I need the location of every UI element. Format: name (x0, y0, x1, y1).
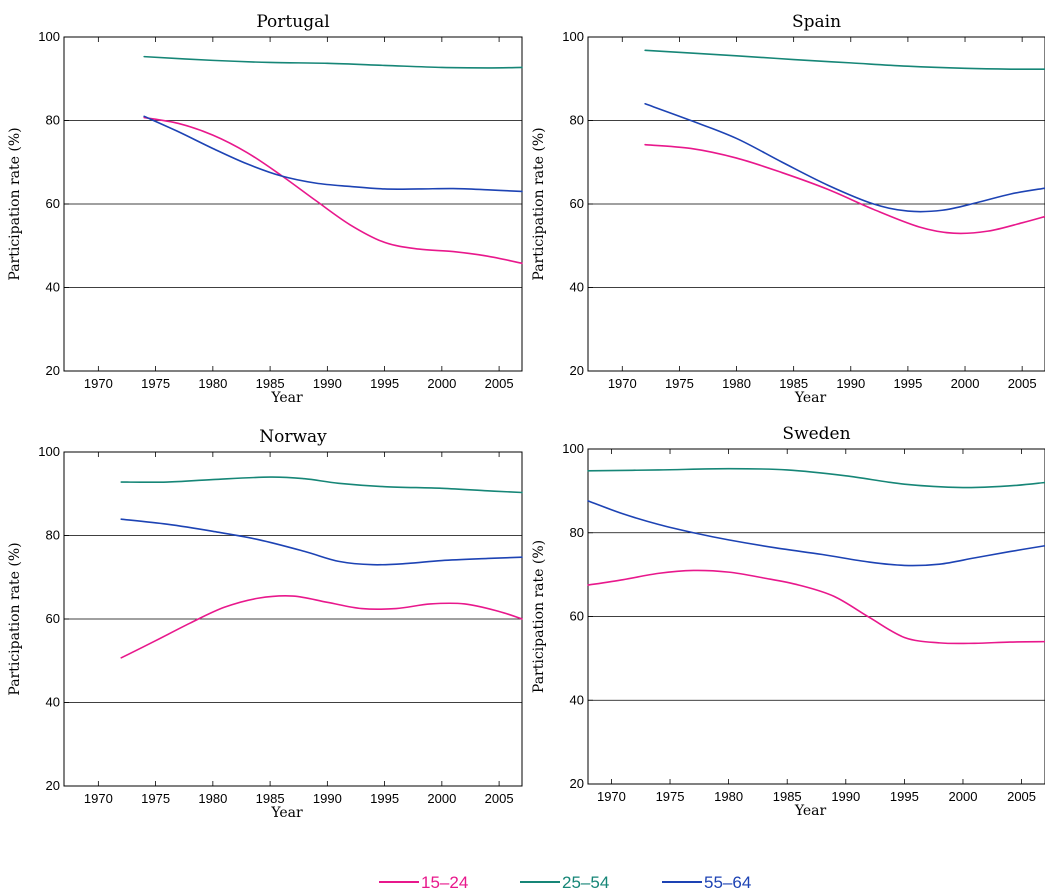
y-tick-label: 80 (570, 525, 584, 540)
x-tick-label: 1995 (370, 791, 399, 806)
x-tick-label: 1985 (256, 376, 285, 391)
y-tick-label: 80 (46, 113, 60, 128)
x-axis-label: Year (794, 803, 827, 819)
series-line-25-54 (120, 476, 523, 494)
x-tick-label: 1975 (665, 376, 694, 391)
y-tick-label: 20 (46, 778, 60, 793)
series-line-25-54 (143, 55, 523, 69)
x-tick-label: 1980 (714, 789, 743, 804)
x-axis-label: Year (270, 805, 303, 821)
series-line-15-24 (644, 143, 1045, 235)
legend: 15–24 25–54 55–64 (379, 873, 751, 892)
y-tick-label: 40 (46, 280, 60, 295)
series-line-15-24 (587, 569, 1045, 645)
x-tick-label: 1990 (836, 376, 865, 391)
y-tick-label: 60 (46, 196, 60, 211)
x-tick-label: 1995 (890, 789, 919, 804)
panel-title: Portugal (256, 12, 329, 32)
y-tick-label: 80 (570, 113, 584, 128)
panel-sweden: Sweden 20 40 60 80 100 1970 1975 1980 1985 1990 199… (531, 424, 1045, 819)
panels: Portugal 20 40 60 80 100 1970 1975 1980 1985 1990 1… (7, 12, 1045, 821)
series-line-55-64 (143, 115, 523, 193)
x-tick-label: 2005 (1008, 376, 1037, 391)
y-tick-label: 60 (46, 611, 60, 626)
series-line-15-24 (120, 595, 523, 659)
y-tick-label: 40 (570, 692, 584, 707)
y-tick-label: 40 (570, 280, 584, 295)
x-tick-label: 1995 (370, 376, 399, 391)
x-axis-label: Year (794, 390, 827, 406)
x-tick-label: 1970 (84, 376, 113, 391)
x-tick-label: 1990 (313, 791, 342, 806)
legend-label-55-64: 55–64 (704, 873, 751, 892)
x-tick-label: 1985 (256, 791, 285, 806)
y-tick-label: 60 (570, 196, 584, 211)
panel-spain: Spain 20 40 60 80 100 1970 1975 1980 1985 1990 1995… (531, 12, 1045, 406)
x-tick-label: 1990 (831, 789, 860, 804)
y-tick-label: 80 (46, 528, 60, 543)
series-line-55-64 (587, 500, 1045, 567)
x-tick-label: 2005 (485, 376, 514, 391)
x-tick-label: 2000 (951, 376, 980, 391)
x-tick-label: 1985 (773, 789, 802, 804)
x-tick-label: 2000 (427, 791, 456, 806)
series-line-25-54 (587, 467, 1045, 489)
x-tick-label: 2005 (1007, 789, 1036, 804)
panel-norway: Norway 20 40 60 80 100 1970 1975 1980 1985 1990 199… (7, 427, 523, 821)
series-line-55-64 (644, 103, 1045, 213)
legend-label-25-54: 25–54 (562, 873, 609, 892)
y-axis-label: Participation rate (%) (531, 540, 547, 693)
panel-portugal: Portugal 20 40 60 80 100 1970 1975 1980 1985 1990 1… (7, 12, 523, 406)
y-tick-label: 20 (570, 363, 584, 378)
y-tick-label: 60 (570, 609, 584, 624)
x-axis-label: Year (270, 390, 303, 406)
x-tick-label: 1970 (597, 789, 626, 804)
panel-title: Sweden (782, 424, 850, 444)
y-axis-label: Participation rate (%) (7, 542, 23, 695)
x-tick-label: 1970 (608, 376, 637, 391)
y-tick-label: 20 (570, 776, 584, 791)
legend-label-15-24: 15–24 (421, 873, 468, 892)
x-tick-label: 2000 (949, 789, 978, 804)
x-tick-label: 1980 (198, 376, 227, 391)
y-tick-label: 100 (562, 441, 584, 456)
x-tick-label: 1975 (656, 789, 685, 804)
x-tick-label: 1985 (779, 376, 808, 391)
x-tick-label: 1975 (141, 791, 170, 806)
y-tick-label: 40 (46, 695, 60, 710)
y-axis-label: Participation rate (%) (7, 127, 23, 280)
y-tick-label: 100 (562, 29, 584, 44)
x-tick-label: 2005 (485, 791, 514, 806)
series-line-55-64 (120, 518, 523, 566)
x-tick-label: 1970 (84, 791, 113, 806)
x-tick-label: 1995 (893, 376, 922, 391)
x-tick-label: 1980 (722, 376, 751, 391)
y-tick-label: 20 (46, 363, 60, 378)
y-tick-label: 100 (38, 444, 60, 459)
series-line-15-24 (143, 116, 523, 265)
panel-title: Norway (259, 427, 327, 447)
y-axis-label: Participation rate (%) (531, 127, 547, 280)
series-line-25-54 (644, 49, 1045, 71)
x-tick-label: 1975 (141, 376, 170, 391)
panel-title: Spain (792, 12, 841, 32)
x-tick-label: 2000 (427, 376, 456, 391)
y-tick-label: 100 (38, 29, 60, 44)
x-tick-label: 1990 (313, 376, 342, 391)
x-tick-label: 1980 (198, 791, 227, 806)
